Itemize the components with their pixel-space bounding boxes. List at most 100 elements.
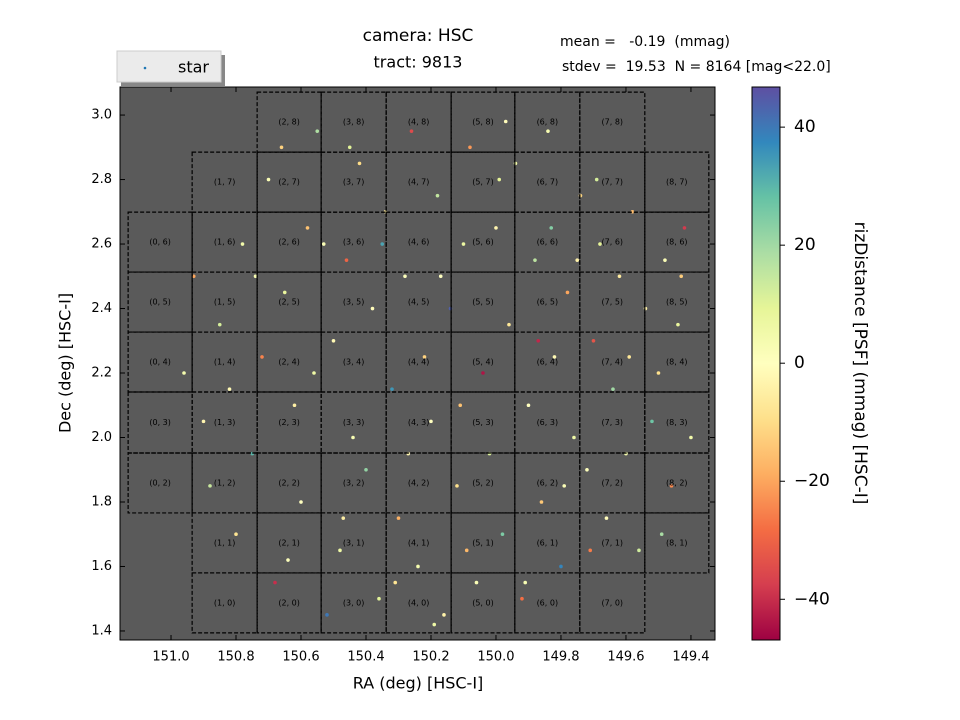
patch-label: (1, 7)	[214, 178, 236, 187]
point	[643, 306, 648, 311]
point	[325, 613, 329, 617]
patch-label: (2, 5)	[278, 298, 300, 307]
point	[331, 338, 336, 343]
x-tick-label: 150.4	[347, 650, 384, 665]
point	[464, 548, 469, 553]
patch-label: (5, 4)	[472, 358, 494, 367]
patch-label: (6, 2)	[537, 478, 559, 487]
patch-box	[127, 211, 193, 273]
x-tick-label: 150.6	[282, 650, 319, 665]
patch-label: (6, 5)	[537, 298, 559, 307]
patch-label: (5, 0)	[472, 598, 494, 607]
point	[562, 484, 567, 488]
patch-label: (5, 5)	[472, 298, 494, 307]
x-tick-label: 149.6	[607, 650, 644, 665]
point	[461, 242, 466, 246]
point	[305, 226, 310, 230]
patch-label: (7, 4)	[602, 358, 624, 367]
point	[315, 129, 320, 133]
patch-label: (3, 0)	[343, 598, 365, 607]
point	[393, 580, 398, 585]
y-tick-label: 2.8	[91, 172, 112, 187]
point	[191, 274, 196, 279]
patch-label: (8, 4)	[666, 358, 688, 367]
point	[416, 564, 420, 569]
patch-label: (0, 6)	[149, 238, 171, 247]
colorbar	[751, 86, 781, 641]
x-tick-label: 149.8	[542, 650, 579, 665]
point	[549, 226, 554, 230]
points	[182, 119, 693, 627]
patch-box	[385, 91, 452, 153]
patch-box	[450, 391, 516, 454]
patch-label: (4, 8)	[408, 118, 430, 127]
point	[487, 451, 492, 456]
point	[656, 371, 661, 375]
point	[552, 355, 557, 359]
point	[282, 290, 287, 295]
patch-label: (4, 1)	[408, 538, 430, 547]
point	[455, 484, 459, 488]
patch-label: (1, 3)	[214, 418, 236, 427]
point	[448, 306, 453, 311]
point	[513, 161, 518, 166]
point	[689, 435, 693, 440]
colorbar-label: rizDistance [PSF] (mmag) [HSC-I]	[850, 222, 870, 505]
colorbar-tick-label: 0	[794, 353, 805, 373]
patch-label: (1, 1)	[214, 538, 236, 547]
colorbar-tick-label: −40	[794, 589, 830, 609]
point	[500, 532, 505, 537]
patch-box	[191, 151, 258, 213]
legend-label: star	[178, 58, 209, 77]
point	[659, 532, 664, 537]
y-tick-label: 2.4	[91, 301, 112, 316]
point	[468, 145, 472, 150]
patch-label: (6, 0)	[537, 598, 559, 607]
patch-label: (8, 3)	[666, 418, 688, 427]
point	[377, 596, 381, 601]
patch-label: (6, 7)	[537, 178, 559, 187]
point	[208, 484, 212, 488]
point	[292, 403, 297, 408]
point	[217, 322, 222, 327]
point	[234, 532, 238, 537]
point	[676, 322, 680, 327]
point	[637, 548, 641, 553]
y-tick-label: 2.6	[91, 237, 112, 252]
patch-label: (2, 2)	[278, 478, 300, 487]
patch-label: (3, 3)	[343, 418, 365, 427]
patch-label: (0, 3)	[149, 418, 171, 427]
point	[598, 242, 602, 246]
patch-label: (6, 1)	[537, 538, 559, 547]
point	[617, 274, 622, 279]
point	[253, 274, 258, 279]
patch-label: (2, 7)	[278, 178, 300, 187]
point	[679, 274, 684, 279]
point	[438, 274, 443, 279]
patch-label: (0, 5)	[149, 298, 171, 307]
point	[432, 622, 437, 627]
patch-label: (7, 3)	[602, 418, 624, 427]
colorbar-tick-label: −20	[794, 471, 830, 491]
point	[663, 258, 667, 262]
x-axis-label: RA (deg) [HSC-I]	[353, 674, 484, 693]
patch-box	[514, 91, 581, 153]
point	[390, 387, 394, 391]
point	[588, 548, 593, 553]
x-tick-label: 151.0	[152, 650, 189, 665]
colorbar-tick-label: 40	[794, 117, 816, 137]
point	[669, 484, 674, 488]
point	[357, 161, 362, 166]
point	[250, 451, 255, 456]
patch-label: (0, 4)	[149, 358, 171, 367]
x-tick-label: 150.0	[477, 650, 514, 665]
point	[380, 242, 385, 246]
patch-box	[256, 91, 322, 153]
patch-label: (7, 0)	[602, 598, 624, 607]
patch-label: (3, 8)	[343, 118, 365, 127]
point	[321, 242, 326, 246]
point	[474, 580, 479, 585]
point	[611, 387, 615, 391]
patch-label: (1, 5)	[214, 298, 236, 307]
point	[273, 580, 277, 585]
